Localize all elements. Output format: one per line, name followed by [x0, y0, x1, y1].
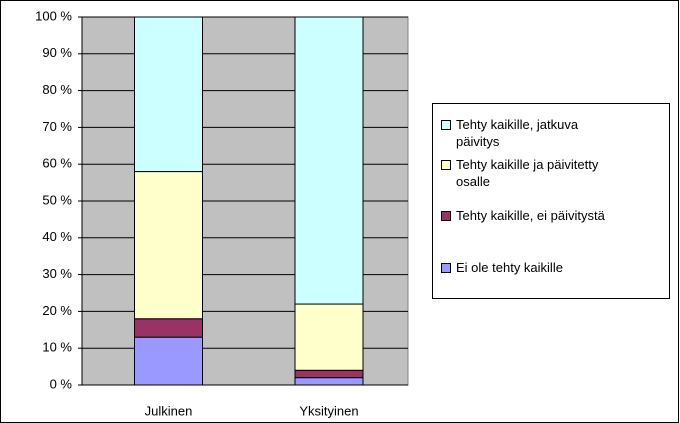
- legend-swatch: [441, 211, 451, 221]
- y-tick-label: 90 %: [42, 45, 72, 60]
- y-tick-label: 100 %: [35, 8, 72, 23]
- bar-segment: [294, 303, 364, 371]
- legend-item: Tehty kaikille, jatkuva päivitys: [441, 116, 663, 150]
- y-tick-label: 10 %: [42, 340, 72, 355]
- y-tick-label: 70 %: [42, 119, 72, 134]
- bar-segment: [134, 171, 203, 320]
- legend-label: Ei ole tehty kaikille: [456, 260, 563, 275]
- bar-segment: [294, 377, 364, 386]
- x-tick-label: Yksityinen: [299, 403, 358, 418]
- bar-segment: [134, 318, 203, 338]
- y-tick-label: 80 %: [42, 82, 72, 97]
- legend-label: Tehty kaikille, ei päivitystä: [456, 208, 605, 223]
- legend-item: Tehty kaikille ja päivitetty osalle: [441, 156, 663, 190]
- x-tick-label: Julkinen: [145, 403, 193, 418]
- bar-segment: [134, 336, 203, 386]
- legend-swatch: [441, 120, 451, 130]
- legend-item: Tehty kaikille, ei päivitystä: [441, 207, 663, 224]
- bar-segment: [134, 16, 203, 173]
- y-tick-label: 50 %: [42, 192, 72, 207]
- y-tick-label: 40 %: [42, 229, 72, 244]
- legend-swatch: [441, 160, 451, 170]
- y-tick-label: 30 %: [42, 266, 72, 281]
- legend-swatch: [441, 263, 451, 273]
- bar-segment: [294, 16, 364, 305]
- legend-label: Tehty kaikille ja päivitetty osalle: [456, 157, 599, 189]
- legend-label: Tehty kaikille, jatkuva päivitys: [456, 117, 579, 149]
- bar-segment: [294, 369, 364, 379]
- legend: Tehty kaikille, jatkuva päivitys Tehty ka…: [432, 103, 670, 299]
- legend-item: Ei ole tehty kaikille: [441, 259, 663, 276]
- y-tick-label: 60 %: [42, 156, 72, 171]
- y-tick-label: 20 %: [42, 303, 72, 318]
- y-tick-label: 0 %: [50, 376, 73, 391]
